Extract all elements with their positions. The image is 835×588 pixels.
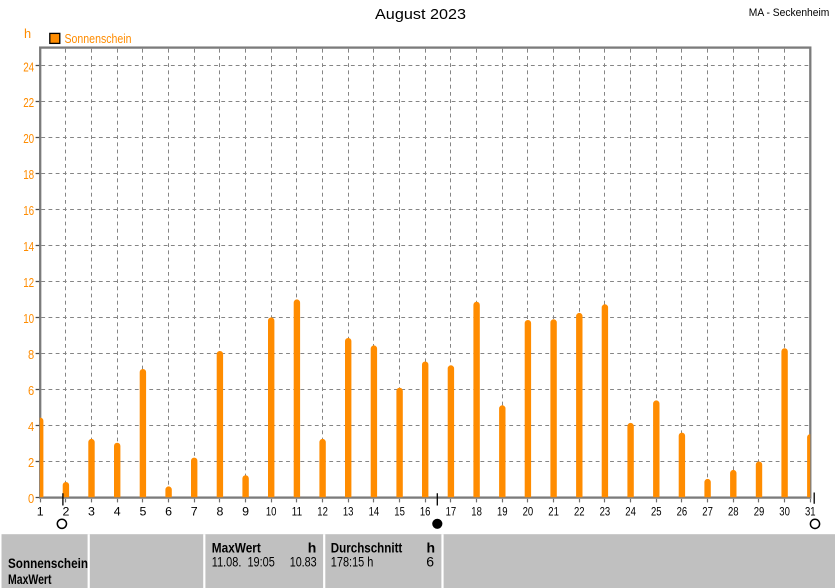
svg-text:21: 21 bbox=[548, 505, 559, 519]
svg-text:26: 26 bbox=[677, 505, 688, 519]
svg-text:7: 7 bbox=[191, 505, 198, 519]
svg-text:h: h bbox=[24, 26, 31, 41]
svg-text:MaxWert: MaxWert bbox=[212, 539, 261, 555]
svg-text:18: 18 bbox=[471, 505, 482, 519]
svg-text:14: 14 bbox=[369, 505, 380, 519]
svg-text:20: 20 bbox=[23, 131, 34, 146]
svg-text:11: 11 bbox=[292, 505, 303, 519]
svg-text:10: 10 bbox=[23, 311, 34, 326]
svg-text:1: 1 bbox=[37, 505, 44, 519]
svg-text:MA - Seckenheim: MA - Seckenheim bbox=[749, 7, 830, 19]
svg-text:0: 0 bbox=[28, 491, 34, 506]
svg-text:24: 24 bbox=[23, 59, 34, 74]
svg-text:28: 28 bbox=[728, 505, 739, 519]
svg-text:23: 23 bbox=[600, 505, 611, 519]
svg-text:14: 14 bbox=[23, 239, 34, 254]
svg-text:22: 22 bbox=[574, 505, 585, 519]
svg-text:Sonnenschein: Sonnenschein bbox=[8, 555, 88, 571]
svg-text:8: 8 bbox=[28, 347, 34, 362]
svg-text:20: 20 bbox=[523, 505, 534, 519]
svg-text:22: 22 bbox=[23, 95, 34, 110]
svg-text:3: 3 bbox=[88, 505, 95, 519]
svg-text:178:15 h: 178:15 h bbox=[331, 554, 374, 570]
svg-text:24: 24 bbox=[625, 505, 636, 519]
svg-text:10.83: 10.83 bbox=[290, 554, 317, 570]
svg-text:27: 27 bbox=[702, 505, 713, 519]
svg-text:4: 4 bbox=[114, 505, 121, 519]
svg-text:2: 2 bbox=[28, 455, 34, 470]
svg-text:9: 9 bbox=[242, 505, 249, 519]
svg-text:2: 2 bbox=[62, 505, 69, 519]
svg-text:6: 6 bbox=[426, 554, 434, 570]
svg-text:29: 29 bbox=[754, 505, 765, 519]
svg-text:h: h bbox=[308, 539, 317, 555]
svg-text:16: 16 bbox=[23, 203, 34, 218]
svg-text:6: 6 bbox=[28, 383, 34, 398]
svg-text:25: 25 bbox=[651, 505, 662, 519]
svg-text:13: 13 bbox=[343, 505, 354, 519]
svg-text:5: 5 bbox=[139, 505, 146, 519]
svg-text:MaxWert: MaxWert bbox=[8, 571, 52, 587]
svg-text:17: 17 bbox=[446, 505, 457, 519]
svg-text:15: 15 bbox=[394, 505, 405, 519]
svg-text:11.08. 19:05: 11.08. 19:05 bbox=[212, 554, 275, 570]
svg-text:Durchschnitt: Durchschnitt bbox=[331, 539, 403, 555]
svg-text:8: 8 bbox=[216, 505, 223, 519]
svg-text:10: 10 bbox=[266, 505, 277, 519]
svg-text:Sonnenschein: Sonnenschein bbox=[65, 31, 132, 46]
svg-text:31: 31 bbox=[805, 505, 816, 519]
svg-text:19: 19 bbox=[497, 505, 508, 519]
svg-text:August 2023: August 2023 bbox=[375, 7, 466, 23]
svg-text:12: 12 bbox=[317, 505, 328, 519]
svg-text:h: h bbox=[427, 539, 436, 555]
svg-text:12: 12 bbox=[23, 275, 34, 290]
svg-text:30: 30 bbox=[779, 505, 790, 519]
svg-text:6: 6 bbox=[165, 505, 172, 519]
svg-text:16: 16 bbox=[420, 505, 431, 519]
svg-text:18: 18 bbox=[23, 167, 34, 182]
svg-text:4: 4 bbox=[28, 419, 34, 434]
